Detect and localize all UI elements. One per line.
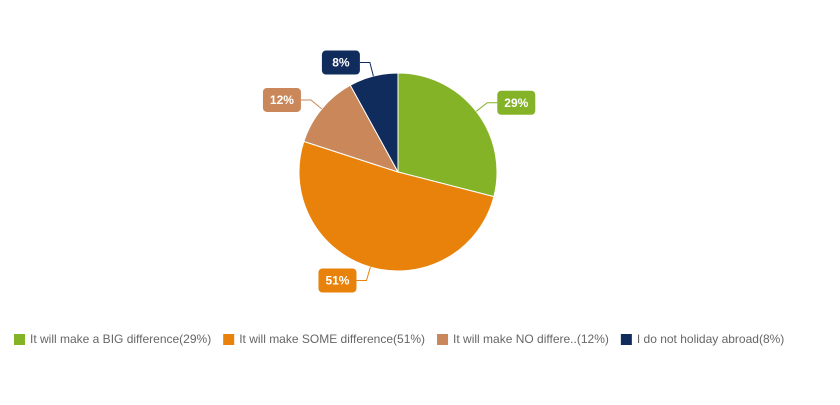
leader-line	[300, 99, 323, 110]
label-box	[318, 268, 357, 293]
data-label: 29%	[504, 96, 528, 110]
legend-swatch	[437, 334, 449, 345]
legend-swatch	[223, 334, 235, 345]
leader-line	[359, 62, 374, 77]
legend-label: It will make SOME difference(51%)	[239, 332, 425, 346]
legend-label: I do not holiday abroad(8%)	[637, 332, 784, 346]
label-box	[262, 87, 301, 112]
leader-line	[356, 266, 371, 282]
legend-swatch	[620, 334, 632, 345]
label-box	[321, 50, 360, 75]
label-box	[497, 90, 536, 115]
legend-label: It will make NO differe..(12%)	[453, 332, 609, 346]
pie-slice	[349, 72, 399, 173]
data-label: 8%	[332, 56, 350, 70]
data-label: 51%	[325, 274, 349, 288]
leader-line	[475, 102, 498, 112]
legend-swatch	[14, 334, 25, 345]
data-label: 12%	[270, 93, 294, 107]
pie-slice	[298, 140, 495, 272]
legend-label: It will make a BIG difference(29%)	[30, 332, 211, 346]
